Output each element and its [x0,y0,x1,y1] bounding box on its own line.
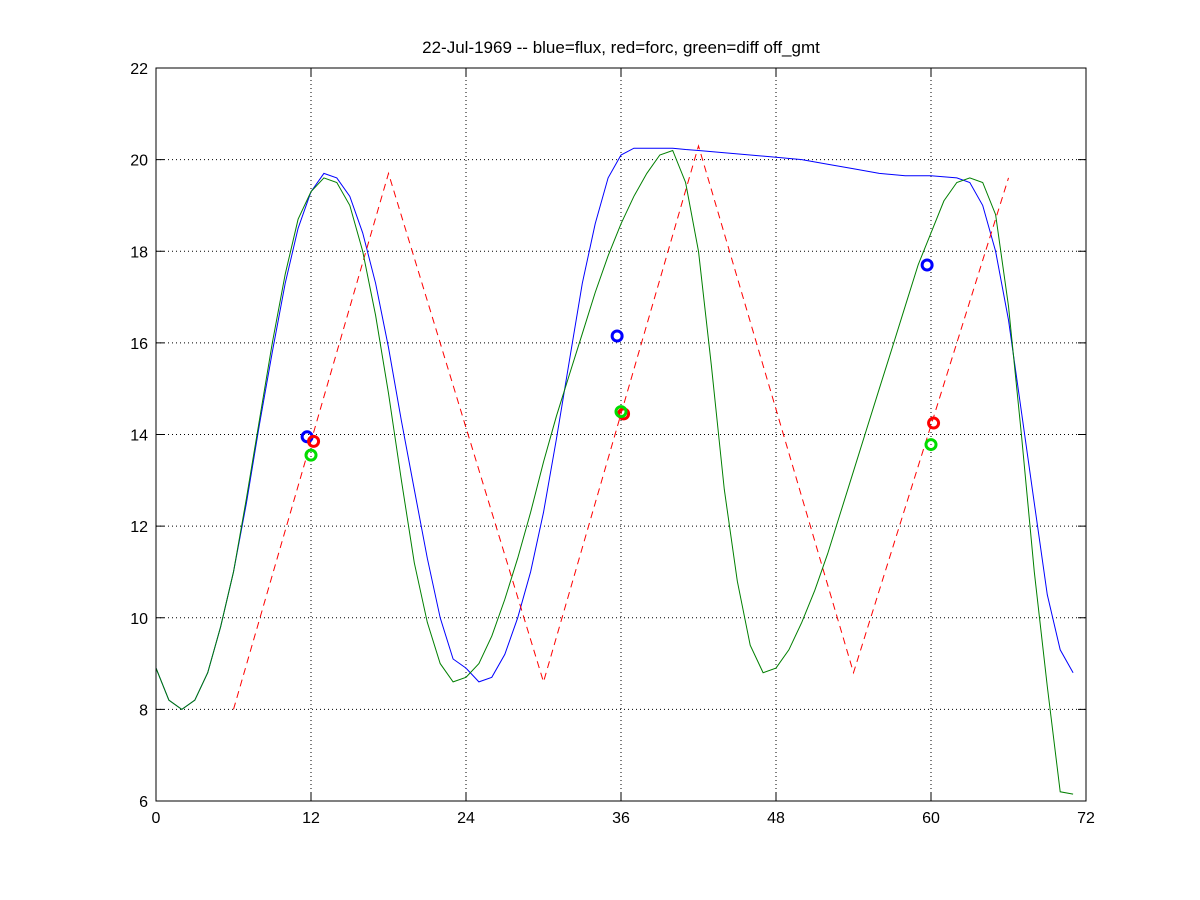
series-lines [155,144,1074,795]
x-tick-label: 36 [612,810,630,827]
y-tick-label: 20 [130,153,148,170]
series-line-0 [155,147,1074,711]
chart-title: 22-Jul-1969 -- blue=flux, red=forc, gree… [422,38,820,57]
marker-point-2 [304,448,318,462]
y-tick-label: 16 [130,336,148,353]
y-tick-label: 8 [139,702,148,719]
markers [300,258,941,462]
y-tick-label: 18 [130,244,148,261]
marker-point-7 [927,416,941,430]
marker-point-1 [307,434,321,448]
x-tick-label: 72 [1077,810,1095,827]
y-tick-label: 12 [130,519,148,536]
marker-point-3 [610,329,624,343]
y-tick-label: 14 [130,428,148,445]
y-tick-label: 22 [130,61,148,78]
x-tick-label: 24 [457,810,475,827]
x-tick-label: 0 [152,810,161,827]
marker-point-5 [614,405,628,419]
axes: 0 12 24 36 48 60 72 6 8 10 12 14 16 18 20 22 [130,61,1095,827]
marker-point-6 [920,258,934,272]
y-tick-label: 10 [130,611,148,628]
x-tick-label: 12 [302,810,320,827]
y-tick-label: 6 [139,794,148,811]
x-tick-label: 48 [767,810,785,827]
series-line-1 [233,144,1009,710]
grid [156,68,1086,801]
x-tick-label: 60 [922,810,940,827]
marker-point-8 [924,438,938,452]
series-line-2 [155,149,1074,795]
